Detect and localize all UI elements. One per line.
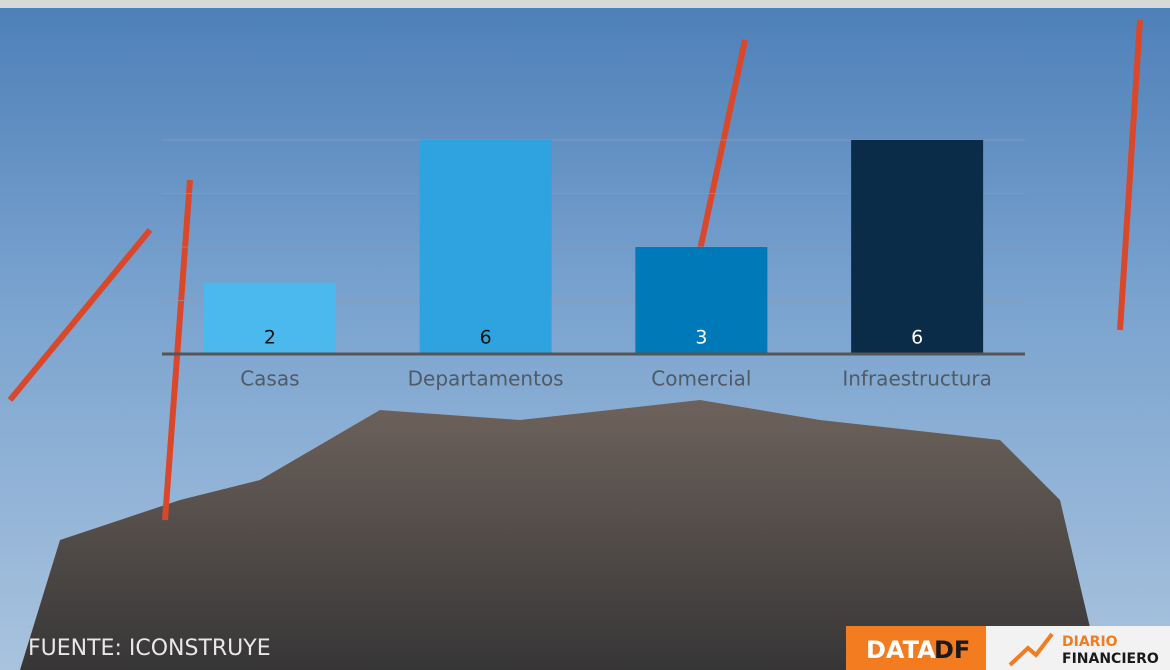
logo-brand-2: FINANCIERO [1062,651,1159,667]
value-label: 2 [264,327,276,349]
source: FUENTE: ICONSTRUYE [28,636,271,661]
bar [851,140,983,354]
value-label: 6 [911,327,923,349]
logo-data: DATA [866,636,936,664]
value-label: 6 [480,327,492,349]
chart: 2 Casas 6 Departamentos 3 Comercial 6 Infraestr… [0,0,1170,670]
logo-brand-1: DIARIO [1062,634,1118,650]
x-tick-label: Comercial [651,367,751,391]
x-tick-label: Casas [240,367,299,391]
top-strip [0,0,1170,8]
x-tick-label: Departamentos [408,367,564,391]
logo-df: DF [934,636,970,664]
bar [420,140,552,354]
x-tick-label: Infraestructura [842,367,992,391]
value-label: 3 [695,327,707,349]
